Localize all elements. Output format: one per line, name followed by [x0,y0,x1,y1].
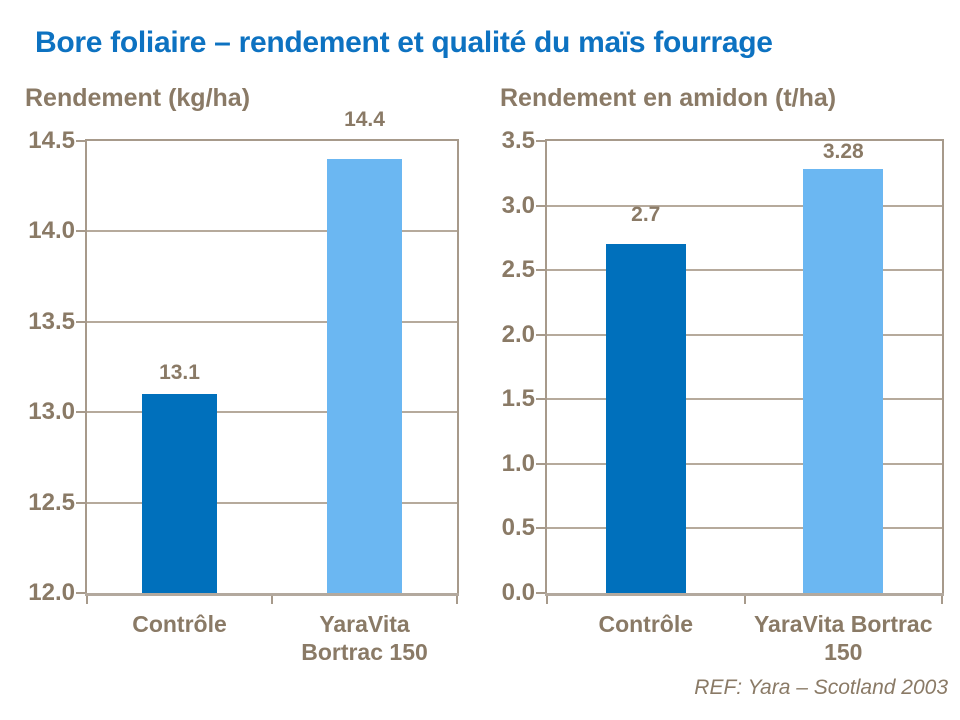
y-axis-tick [76,501,87,504]
gridline [87,230,457,233]
category-label: Contrôle [598,611,694,637]
x-axis-tick [546,596,548,604]
x-axis-tick [743,596,746,604]
bar-yaravita [803,169,884,593]
x-axis-tick [456,596,458,604]
chart-title-rendement: Rendement (kg/ha) [25,84,251,112]
y-axis-tick [76,140,87,142]
y-tick-label: 3.5 [501,127,535,154]
plot-border-right [457,139,459,595]
y-tick-label: 12.5 [28,488,75,516]
bar-value-label: 3.28 [822,140,864,164]
gridline [547,398,942,401]
y-axis-tick [536,527,547,530]
gridline [547,527,942,530]
y-tick-label: 1.5 [501,385,535,413]
y-axis-line [85,139,87,595]
x-axis-line [545,593,944,596]
gridline [547,204,942,207]
y-axis-tick [76,230,87,233]
y-tick-label: 0.5 [501,514,535,542]
y-tick-label: 12.0 [28,579,75,606]
y-tick-label: 14.0 [28,217,75,245]
y-tick-label: 14.5 [28,127,75,154]
y-axis-tick [76,320,87,323]
y-axis-tick [76,592,87,594]
y-axis-tick [536,462,547,465]
y-axis-tick [536,269,547,272]
plot-border-top [85,139,459,141]
y-tick-label: 2.0 [501,320,535,348]
x-axis-line [85,593,459,596]
bar-controle [605,244,686,593]
y-axis-tick [536,398,547,401]
y-tick-label: 13.0 [28,398,75,426]
x-axis-tick [941,596,943,604]
category-label: YaraVita Bortrac 150 [301,611,428,665]
category-label: YaraVita Bortrac 150 [753,611,933,665]
bar-value-label: 14.4 [344,108,385,132]
y-tick-label: 13.5 [28,307,75,335]
gridline [547,333,942,336]
x-axis-tick [271,596,273,604]
y-tick-label: 1.0 [501,449,535,477]
gridline [547,462,942,465]
reference-text: REF: Yara – Scotland 2003 [694,676,948,699]
plot-border-right [942,139,944,595]
gridline [547,269,942,272]
y-axis-tick [536,333,547,336]
chart-title-amidon: Rendement en amidon (t/ha) [500,84,837,112]
y-axis-tick [536,592,547,594]
gridline [87,501,457,504]
gridline [87,411,457,414]
y-axis-tick [76,411,87,414]
bar-yaravita [327,159,402,593]
bar-value-label: 2.7 [631,203,661,227]
y-tick-label: 3.0 [501,191,535,219]
x-axis-tick [86,596,88,604]
plot-border-top [545,139,944,141]
y-tick-label: 2.5 [501,256,535,284]
category-label: Contrôle [132,611,227,637]
gridline [87,320,457,323]
y-axis-line [545,139,547,595]
y-tick-label: 0.0 [501,579,535,606]
bar-controle [142,394,217,593]
y-axis-tick [536,204,547,207]
y-axis-tick [536,140,547,142]
slide-title: Bore foliaire – rendement et qualité du … [35,26,773,59]
bar-value-label: 13.1 [159,361,200,385]
